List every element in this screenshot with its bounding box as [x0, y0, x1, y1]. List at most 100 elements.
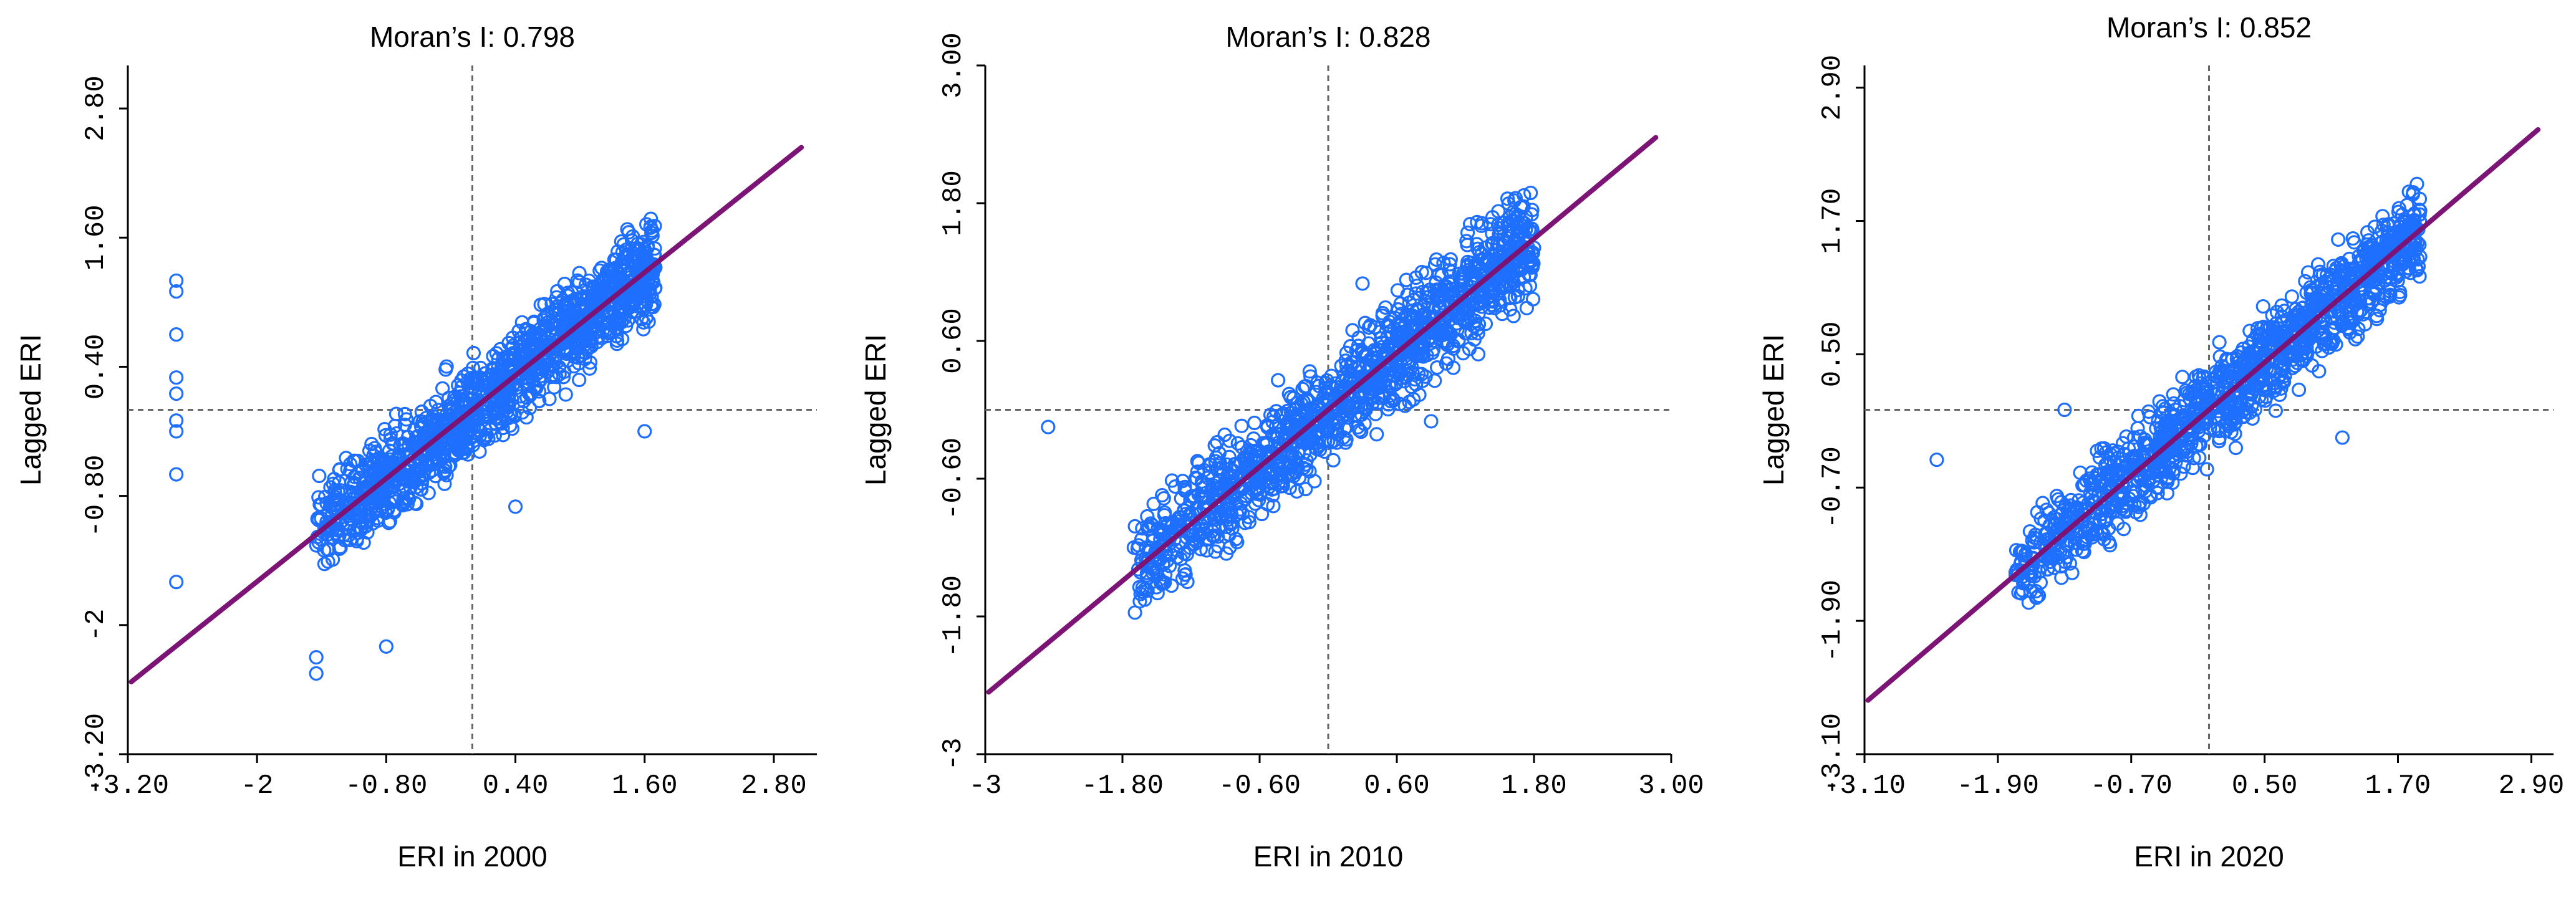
data-point: [572, 372, 587, 388]
data-point: [2350, 264, 2365, 279]
data-point: [2219, 352, 2234, 366]
data-point: [1429, 360, 1445, 375]
data-point: [419, 429, 434, 444]
data-point: [1474, 218, 1489, 233]
data-point: [533, 373, 548, 388]
data-point: [1311, 398, 1326, 413]
y-tick-label: 0.60: [938, 308, 969, 374]
data-point: [1275, 479, 1290, 494]
data-point: [568, 291, 583, 307]
data-point: [1445, 360, 1461, 375]
data-point: [581, 332, 597, 347]
data-point: [1217, 504, 1232, 519]
data-point: [2325, 336, 2340, 352]
data-point: [2058, 554, 2073, 570]
data-point: [1237, 515, 1253, 530]
data-point: [2033, 535, 2048, 550]
data-point: [1482, 300, 1497, 315]
data-point: [1386, 358, 1401, 373]
data-point: [383, 427, 398, 442]
data-point: [637, 301, 652, 316]
data-point: [2014, 586, 2029, 601]
data-point: [2383, 287, 2398, 302]
data-point: [1331, 391, 1347, 406]
data-point: [2023, 583, 2038, 598]
data-point: [1246, 431, 1261, 446]
x-tick-label: 0.50: [2232, 770, 2298, 802]
data-point: [1158, 515, 1173, 531]
data-point: [396, 496, 411, 511]
data-point: [1212, 473, 1227, 488]
data-point: [1525, 259, 1540, 274]
data-point: [1429, 252, 1444, 267]
scatter-panel-1: Moran’s I: 0.798 -3.20 -2 -0.80 0.40 1.60 2.80…: [14, 21, 817, 873]
y-tick-label: -3: [938, 738, 969, 771]
data-point: [381, 515, 396, 530]
data-point: [458, 438, 473, 454]
data-point: [1208, 544, 1223, 559]
x-tick-label: -1.80: [1081, 770, 1164, 802]
data-point: [522, 386, 537, 401]
data-point: [392, 448, 407, 464]
data-point: [1369, 427, 1384, 442]
data-point: [2058, 545, 2073, 560]
data-point: [646, 257, 661, 272]
data-point: [1381, 397, 1396, 412]
data-point: [2116, 522, 2131, 537]
data-point: [2096, 527, 2111, 542]
data-point: [2143, 490, 2158, 505]
data-point: [440, 423, 455, 438]
data-point: [2268, 364, 2283, 379]
data-point: [402, 438, 417, 453]
data-point: [2090, 443, 2105, 459]
data-point: [2031, 588, 2047, 603]
x-axis-label: ERI in 2010: [1253, 840, 1403, 873]
data-point: [1286, 469, 1301, 484]
data-point: [1402, 295, 1417, 310]
data-point: [2275, 351, 2290, 366]
data-point: [371, 494, 386, 509]
data-point: [1502, 261, 1517, 276]
data-point: [1276, 406, 1291, 421]
data-point: [2185, 461, 2200, 476]
data-point: [2126, 430, 2142, 445]
data-point: [2120, 496, 2135, 511]
data-point: [314, 532, 329, 547]
data-point: [439, 359, 454, 374]
data-point: [557, 276, 572, 292]
data-point: [2347, 267, 2362, 282]
data-point: [1492, 292, 1507, 308]
data-point: [2163, 418, 2178, 433]
y-tick-label: -3.10: [1817, 713, 1848, 795]
data-point: [1442, 277, 1458, 292]
data-point: [311, 510, 326, 525]
data-point: [387, 418, 402, 434]
data-point: [2372, 303, 2387, 318]
data-point: [1510, 289, 1525, 304]
data-point: [2315, 267, 2330, 282]
data-point: [2298, 274, 2313, 289]
data-point: [2096, 532, 2111, 547]
data-point: [1485, 210, 1500, 225]
data-point: [1404, 359, 1419, 374]
data-point: [1303, 369, 1318, 384]
data-point: [2049, 489, 2064, 504]
data-point: [547, 303, 562, 318]
data-point: [2199, 462, 2214, 477]
x-tick-label: 2.90: [2499, 770, 2565, 802]
y-tick-label: 1.80: [938, 170, 969, 236]
data-point: [625, 229, 640, 244]
data-point: [1298, 423, 1313, 438]
data-point: [503, 405, 518, 420]
y-tick-label: 3.00: [938, 32, 969, 98]
data-point: [1505, 205, 1520, 220]
x-tick-label: -3.10: [1823, 770, 1906, 802]
data-point: [2166, 433, 2181, 448]
data-point: [1442, 257, 1457, 272]
data-point: [550, 284, 565, 299]
data-point: [1263, 465, 1278, 480]
data-point: [2225, 352, 2240, 366]
data-point: [2086, 481, 2101, 496]
data-point: [2391, 204, 2406, 219]
x-tick-label: 1.60: [612, 770, 678, 802]
